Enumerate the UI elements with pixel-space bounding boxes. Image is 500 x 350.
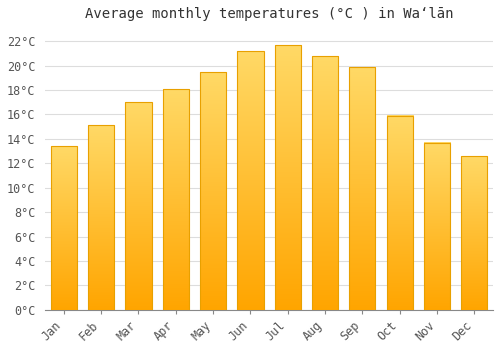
Bar: [462, 156, 487, 310]
Bar: [312, 56, 338, 310]
Bar: [88, 125, 114, 310]
Bar: [126, 102, 152, 310]
Bar: [274, 45, 301, 310]
Bar: [386, 116, 413, 310]
Bar: [424, 142, 450, 310]
Title: Average monthly temperatures (°C ) in Waʻlān: Average monthly temperatures (°C ) in Wa…: [85, 7, 454, 21]
Bar: [200, 72, 226, 310]
Bar: [238, 51, 264, 310]
Bar: [162, 89, 189, 310]
Bar: [350, 67, 376, 310]
Bar: [51, 146, 77, 310]
